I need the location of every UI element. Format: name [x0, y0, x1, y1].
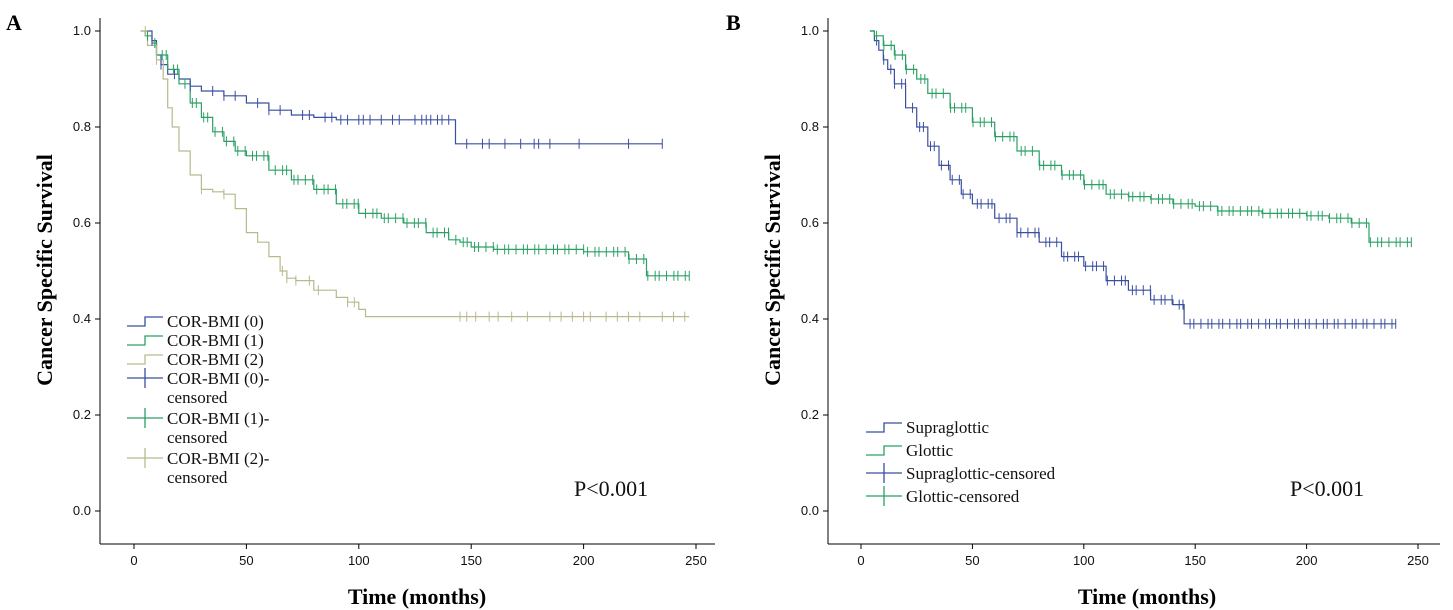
panel-b-x-axis-label: Time (months) [1078, 584, 1216, 609]
x-tick-label: 100 [1073, 553, 1095, 568]
x-tick-label: 0 [857, 553, 864, 568]
panel-b-censor-marks [876, 30, 1412, 329]
legend-label: COR-BMI (0) [167, 312, 264, 331]
y-tick-label: 0.2 [73, 407, 91, 422]
panel-a-censor-marks [144, 26, 690, 322]
y-tick-label: 0.2 [801, 407, 819, 422]
x-tick-label: 150 [1184, 553, 1206, 568]
legend-label: censored [167, 428, 228, 447]
x-tick-label: 0 [130, 553, 137, 568]
series-line-cor-bmi-1 [140, 30, 690, 277]
x-tick-label: 250 [685, 553, 707, 568]
x-tick-label: 200 [573, 553, 595, 568]
x-tick-label: 200 [1296, 553, 1318, 568]
y-tick-label: 0.0 [73, 503, 91, 518]
legend-swatch-line [866, 422, 902, 433]
panel-b-legend: Supraglottic Glottic Supraglottic-censored… [866, 418, 1056, 506]
legend-label: Glottic-censored [906, 487, 1020, 506]
y-tick-label: 0.4 [801, 311, 819, 326]
legend-label: Supraglottic [906, 418, 990, 437]
panel-a-y-axis-label: Cancer Specific Survival [32, 154, 57, 386]
x-tick-label: 150 [460, 553, 482, 568]
legend-label: censored [167, 388, 228, 407]
panel-b-series [869, 30, 1412, 325]
panel-letter-b: B [726, 10, 741, 35]
y-tick-label: 1.0 [801, 23, 819, 38]
panel-a: A 0.0 0.2 0.4 0.6 0.8 1.0 0 50 100 150 200 250 Time… [6, 10, 715, 609]
legend-label: Supraglottic-censored [906, 464, 1056, 483]
legend-label: COR-BMI (1) [167, 331, 264, 350]
y-tick-label: 0.4 [73, 311, 91, 326]
legend-swatch-line [127, 354, 163, 365]
legend-label: COR-BMI (2)- [167, 449, 270, 468]
panel-a-x-axis-label: Time (months) [348, 584, 486, 609]
panel-b-p-value: P<0.001 [1290, 476, 1364, 501]
series-line-glottic [869, 30, 1412, 243]
panel-a-series [140, 30, 690, 318]
series-line-supraglottic [869, 30, 1396, 325]
panel-a-legend: COR-BMI (0)COR-BMI (1)COR-BMI (2)COR-BMI… [127, 312, 270, 487]
y-tick-label: 0.8 [801, 119, 819, 134]
x-tick-label: 100 [348, 553, 370, 568]
panel-b: B 0.0 0.2 0.4 0.6 0.8 1.0 0 50 100 150 200 250 Time… [726, 10, 1440, 609]
x-tick-label: 250 [1407, 553, 1429, 568]
y-tick-label: 1.0 [73, 23, 91, 38]
panel-b-y-axis-label: Cancer Specific Survival [760, 154, 785, 386]
legend-label: COR-BMI (0)- [167, 369, 270, 388]
series-line-cor-bmi-2 [140, 30, 690, 318]
y-tick-label: 0.0 [801, 503, 819, 518]
legend-swatch-line [127, 335, 163, 346]
panel-b-axes: 0.0 0.2 0.4 0.6 0.8 1.0 0 50 100 150 200 250 [801, 18, 1440, 568]
y-tick-label: 0.6 [801, 215, 819, 230]
legend-swatch-line [127, 316, 163, 327]
y-tick-label: 0.6 [73, 215, 91, 230]
panel-letter-a: A [6, 10, 22, 35]
y-tick-label: 0.8 [73, 119, 91, 134]
legend-label: censored [167, 468, 228, 487]
legend-label: COR-BMI (2) [167, 350, 264, 369]
panel-a-axes: 0.0 0.2 0.4 0.6 0.8 1.0 0 50 100 150 200 250 [73, 18, 715, 568]
panel-a-p-value: P<0.001 [574, 476, 648, 501]
x-tick-label: 50 [965, 553, 979, 568]
x-tick-label: 50 [239, 553, 253, 568]
legend-label: COR-BMI (1)- [167, 409, 270, 428]
legend-swatch-line [866, 445, 902, 456]
legend-label: Glottic [906, 441, 954, 460]
